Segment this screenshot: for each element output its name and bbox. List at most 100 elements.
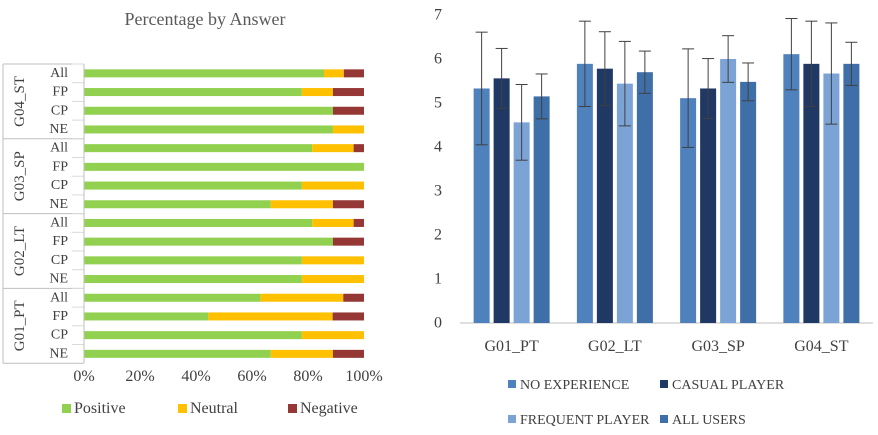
x-tick-label: 40% — [181, 368, 210, 385]
bar — [740, 81, 757, 323]
bar-segment-neutral — [323, 69, 344, 78]
group-label: G03_SP — [12, 151, 28, 201]
x-tick-label: 60% — [237, 368, 266, 385]
legend-label: Negative — [300, 400, 358, 417]
row-label: NE — [49, 346, 68, 361]
bar-segment-positive — [84, 275, 302, 284]
y-tick-label: 5 — [434, 95, 442, 112]
x-category-label: G03_SP — [691, 338, 744, 355]
bar — [533, 96, 550, 324]
bar — [576, 63, 593, 324]
bar-segment-positive — [84, 218, 313, 227]
bar-segment-neutral — [301, 256, 364, 265]
bar-segment-neutral — [270, 349, 333, 358]
legend-swatch — [508, 415, 516, 423]
row-label: FP — [52, 234, 68, 249]
legend-swatch — [62, 404, 71, 413]
bar — [473, 88, 490, 323]
bar-segment-neutral — [301, 181, 364, 190]
y-tick-label: 7 — [434, 7, 442, 24]
legend-swatch — [178, 404, 187, 413]
legend-label: ALL USERS — [672, 413, 746, 428]
row-label: CP — [51, 103, 68, 118]
bar-segment-negative — [332, 349, 364, 358]
bar-segment-negative — [332, 88, 364, 97]
bar-segment-negative — [343, 69, 364, 78]
row-label: NE — [49, 122, 68, 137]
bar — [823, 73, 840, 324]
legend-swatch — [288, 404, 297, 413]
bar — [680, 98, 697, 323]
bar-segment-negative — [332, 106, 364, 115]
row-label: NE — [49, 197, 68, 212]
bar-segment-neutral — [312, 144, 354, 153]
bar — [596, 68, 613, 324]
y-tick-label: 3 — [434, 183, 442, 200]
legend-label: CASUAL PLAYER — [672, 378, 785, 393]
x-tick-label: 20% — [125, 368, 154, 385]
bar-segment-positive — [84, 69, 324, 78]
legend-label: Positive — [74, 400, 126, 417]
bar-segment-neutral — [312, 218, 354, 227]
group-label: G02_LT — [12, 226, 28, 276]
x-category-label: G04_ST — [794, 338, 848, 355]
group-label: G04_ST — [12, 76, 28, 127]
legend-label: Neutral — [190, 400, 239, 417]
bar-segment-positive — [84, 293, 261, 302]
row-label: CP — [51, 328, 68, 343]
y-tick-label: 0 — [434, 315, 442, 332]
legend-swatch — [508, 380, 516, 388]
percentage-by-answer-chart: Percentage by Answer G04_ST All FP CP NE G03_… — [2, 9, 383, 417]
bar — [720, 59, 737, 323]
bar-segment-negative — [343, 293, 364, 302]
bar-segment-negative — [353, 218, 364, 227]
row-label: All — [50, 66, 68, 81]
left-chart-title: Percentage by Answer — [125, 9, 286, 29]
bar-segment-positive — [84, 200, 271, 209]
row-label: CP — [51, 253, 68, 268]
bar-segment-positive — [84, 88, 302, 97]
legend-label: FREQUENT PLAYER — [520, 413, 650, 428]
bar-segment-neutral — [332, 125, 364, 134]
bar — [783, 54, 800, 323]
bar-segment-negative — [353, 144, 364, 153]
bar — [616, 83, 633, 323]
bar — [843, 63, 860, 324]
row-label: NE — [49, 272, 68, 287]
row-label: All — [50, 215, 68, 230]
bar-segment-positive — [84, 312, 209, 321]
bar — [636, 72, 653, 323]
y-tick-label: 1 — [434, 271, 442, 288]
y-tick-label: 2 — [434, 227, 442, 244]
bar-segment-positive — [84, 144, 313, 153]
bar-segment-neutral — [270, 200, 333, 209]
bar-segment-positive — [84, 256, 302, 265]
bar-segment-neutral — [301, 275, 364, 284]
bar-segment-positive — [84, 125, 333, 134]
score-by-user-group-chart: 0 1 2 3 4 5 6 7 G01_PT G02_LT G03_SP G04_ST NO EXPER… — [434, 7, 873, 428]
bar — [493, 78, 510, 323]
bar-segment-positive — [84, 106, 333, 115]
x-category-label: G01_PT — [485, 338, 539, 355]
x-tick-label: 0% — [73, 368, 94, 385]
bar-segment-negative — [332, 237, 364, 246]
bar-segment-positive — [84, 331, 302, 340]
bar — [803, 63, 820, 324]
row-label: All — [50, 290, 68, 305]
bar-segment-negative — [332, 200, 364, 209]
row-label: CP — [51, 178, 68, 193]
bar-segment-neutral — [301, 331, 364, 340]
bar-segment-positive — [84, 181, 302, 190]
bar-segment-negative — [332, 312, 364, 321]
bar-segment-positive — [84, 237, 333, 246]
bar-segment-neutral — [208, 312, 333, 321]
legend-label: NO EXPERIENCE — [520, 378, 629, 393]
x-category-label: G02_LT — [588, 338, 642, 355]
bar-segment-positive — [84, 162, 364, 171]
bar-segment-positive — [84, 349, 271, 358]
y-tick-label: 4 — [434, 139, 442, 156]
group-label: G01_PT — [12, 300, 28, 351]
x-tick-label: 100% — [345, 368, 382, 385]
row-label: FP — [52, 309, 68, 324]
row-label: FP — [52, 85, 68, 100]
